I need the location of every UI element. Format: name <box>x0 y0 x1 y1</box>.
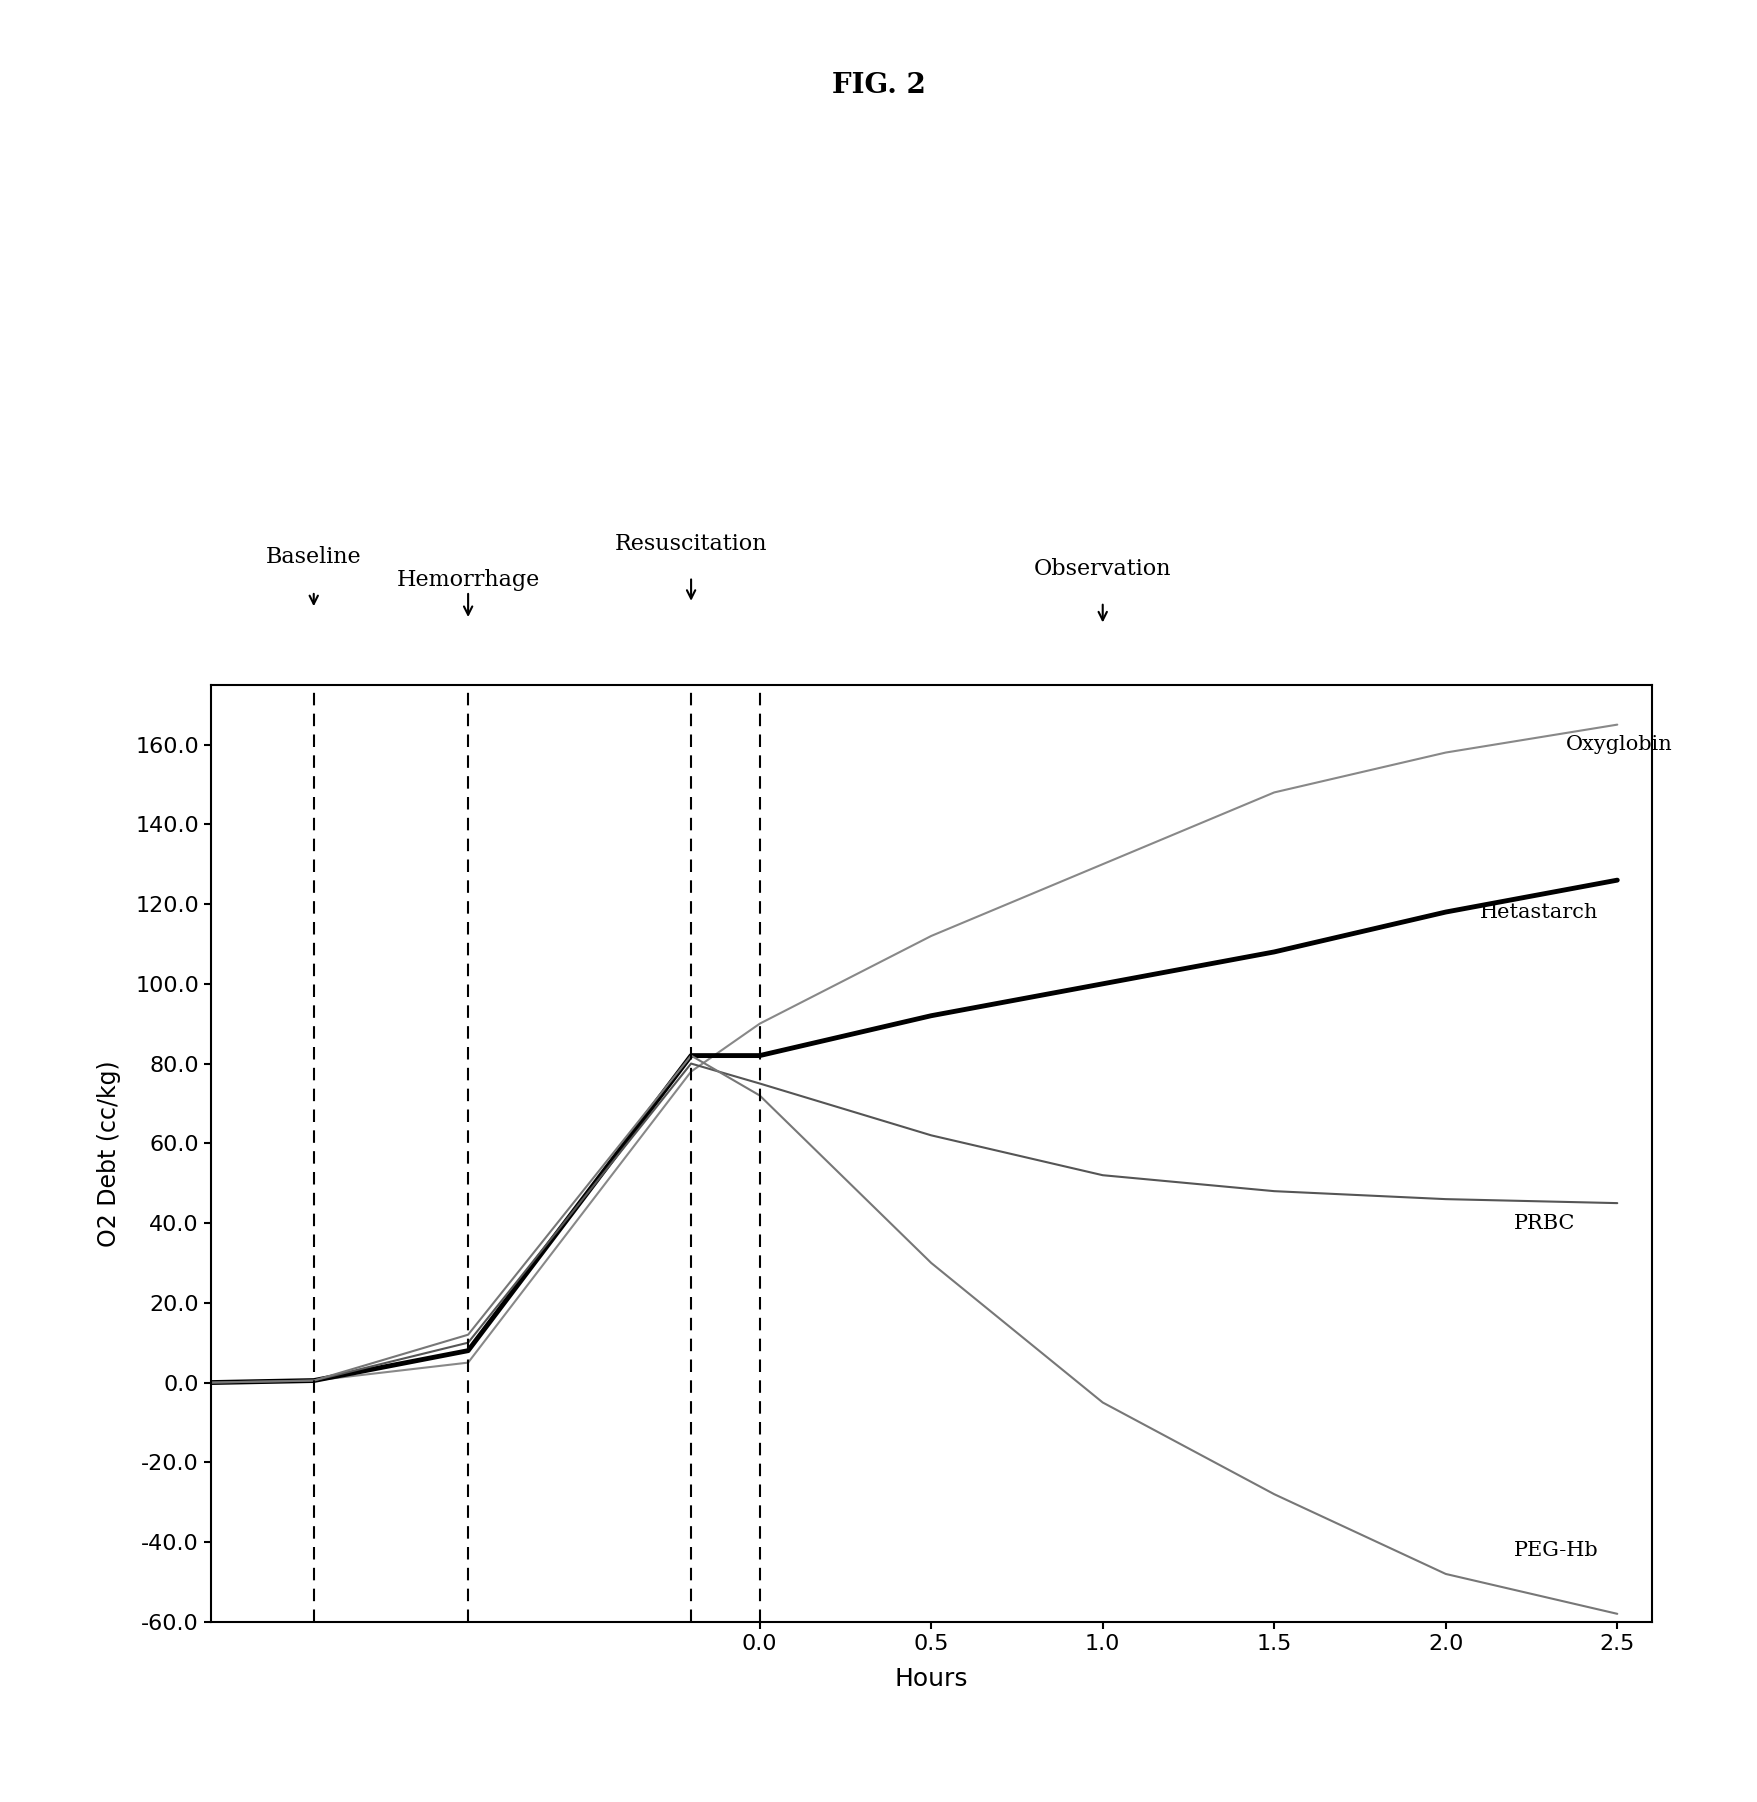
X-axis label: Hours: Hours <box>894 1667 968 1692</box>
Y-axis label: O2 Debt (cc/kg): O2 Debt (cc/kg) <box>97 1060 121 1247</box>
Text: Resuscitation: Resuscitation <box>615 533 768 555</box>
Text: FIG. 2: FIG. 2 <box>831 72 926 99</box>
Text: Baseline: Baseline <box>265 546 362 568</box>
Text: Observation: Observation <box>1033 559 1172 580</box>
Text: Oxyglobin: Oxyglobin <box>1565 735 1673 753</box>
Text: PRBC: PRBC <box>1515 1213 1576 1233</box>
Text: PEG-Hb: PEG-Hb <box>1515 1541 1599 1559</box>
Text: Hetastarch: Hetastarch <box>1479 903 1599 921</box>
Text: Hemorrhage: Hemorrhage <box>397 569 539 591</box>
